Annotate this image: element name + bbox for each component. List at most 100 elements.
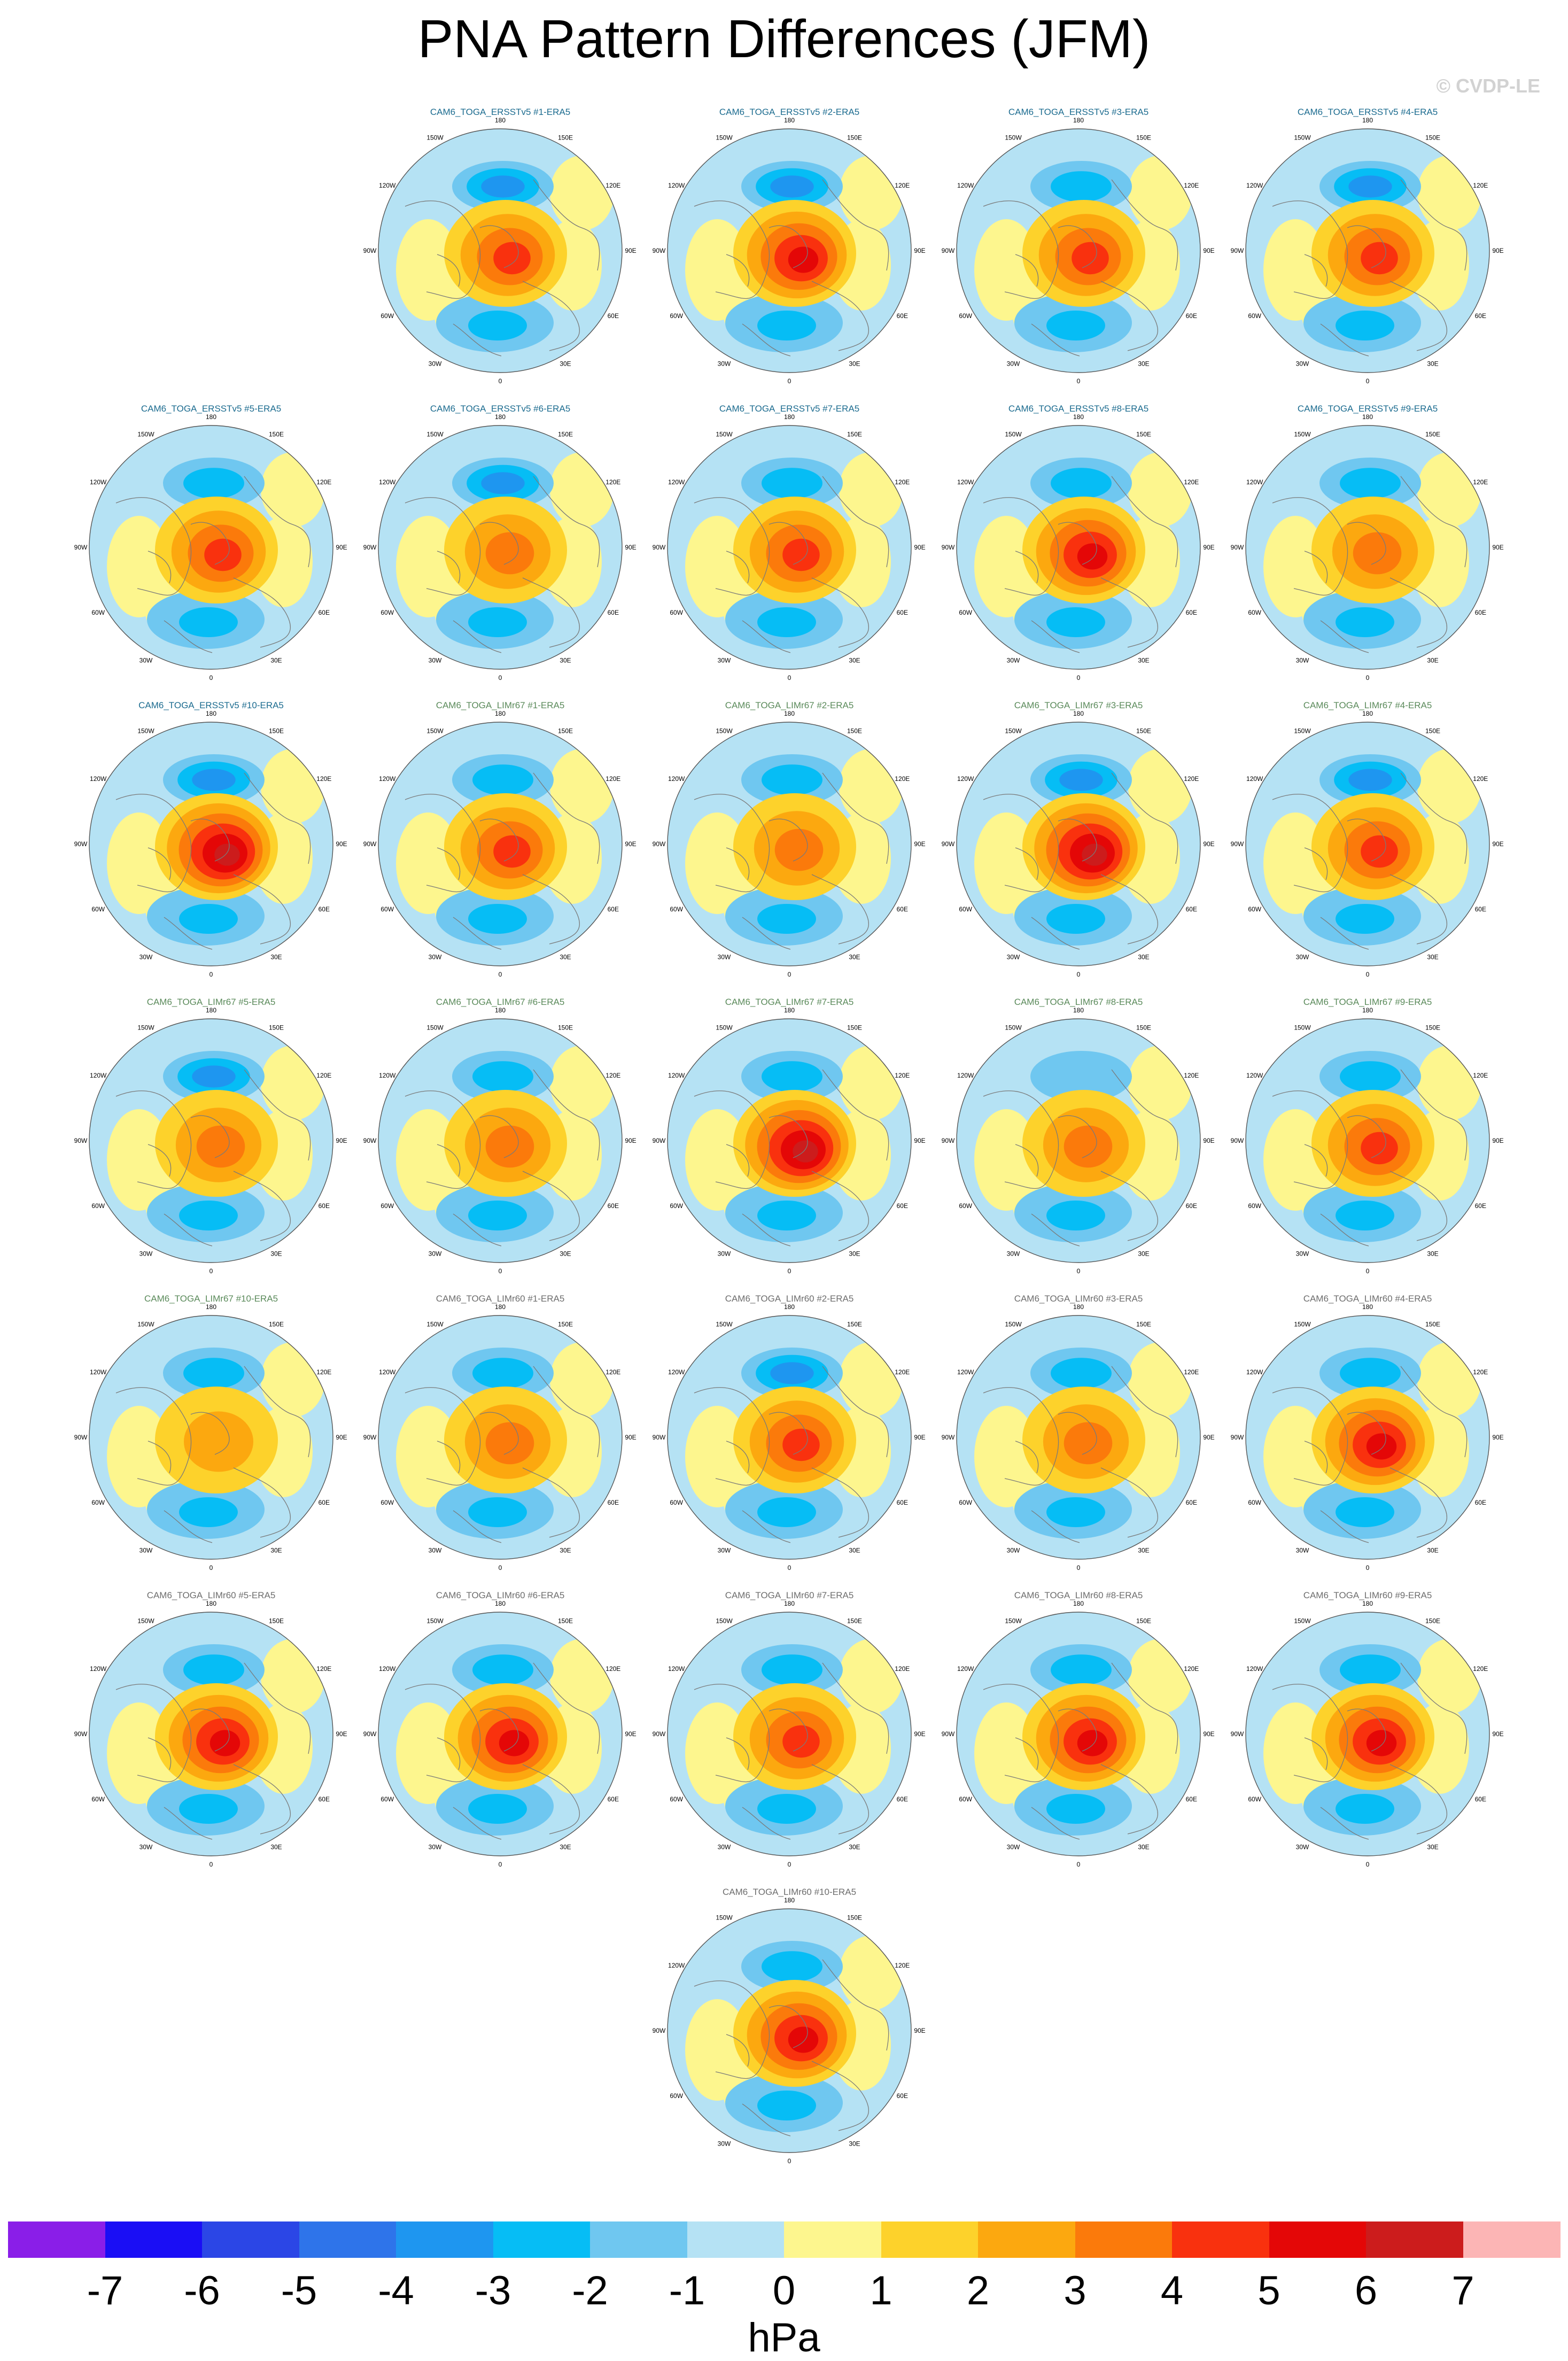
longitude-label: 90W [942,1434,955,1441]
longitude-label: 90W [653,544,666,551]
negative-anomaly-contour [1046,1201,1105,1230]
longitude-label: 30W [139,656,153,664]
polar-map: 180 150E 120E 90E 60E 30E 0 30W 60W 90W 120W 150W [653,413,926,682]
coastline [533,1069,600,1161]
negative-anomaly-contour [468,607,527,637]
coastline [533,179,600,271]
coastline [479,1708,519,1752]
longitude-label: 150W [1005,431,1022,438]
longitude-label: 60W [670,2092,683,2100]
longitude-label: 120W [1246,1368,1263,1376]
longitude-label: 90E [336,544,347,551]
longitude-label: 90W [653,247,666,254]
longitude-label: 30E [1138,1843,1149,1851]
longitude-label: 120E [895,775,910,783]
map-panel: CAM6_TOGA_LIMr60 #10-ERA5 180 150E 120E 90E 6… [653,1887,926,2176]
longitude-label: 90W [363,1434,377,1441]
longitude-label: 90W [363,1730,377,1738]
polar-map: 180 150E 120E 90E 60E 30E 0 30W 60W 90W 120W 150W [653,1007,926,1275]
longitude-label: 150E [269,1321,284,1328]
negative-anomaly-contour [179,607,238,637]
longitude-label: 180 [1362,710,1373,717]
longitude-label: 30W [429,1843,442,1851]
panel-title: CAM6_TOGA_LIMr60 #8-ERA5 [1014,1590,1143,1600]
coastline [811,1764,869,1834]
longitude-label: 120W [957,775,974,783]
weak-positive-region [550,452,614,527]
weak-positive-region [1417,1046,1481,1120]
longitude-label: 30E [849,2140,860,2147]
longitude-label: 30W [429,953,442,961]
negative-anomaly-contour [1046,1794,1105,1824]
longitude-label: 30E [849,1546,860,1554]
longitude-label: 150E [1136,1617,1151,1625]
coastline [1111,179,1178,271]
longitude-label: 120E [895,478,910,486]
longitude-label: 150W [137,1024,154,1032]
negative-anomaly-contour [481,175,525,198]
negative-anomaly-contour [757,1794,816,1824]
weak-positive-region [1128,749,1192,824]
coastline [1015,847,1039,880]
map-boundary [89,1315,333,1560]
colorbar-tick-label: 4 [1160,2268,1184,2313]
positive-anomaly-contour [485,1422,534,1465]
coastline [1320,1807,1369,1840]
coastline [533,1662,600,1754]
longitude-label: 120W [668,1368,685,1376]
panel-title: CAM6_TOGA_LIMr60 #5-ERA5 [146,1590,276,1600]
coastline [533,476,600,568]
longitude-label: 90E [625,1137,636,1144]
coastline [1347,1412,1386,1455]
positive-anomaly-contour [788,2026,819,2053]
coastline [742,620,791,653]
map-panel: CAM6_TOGA_LIMr60 #1-ERA5 180 150E 120E 90E 60… [363,1294,636,1582]
negative-anomaly-contour [770,1362,814,1384]
longitude-label: 60E [319,1499,330,1506]
positive-anomaly-contour [196,1125,245,1168]
coastline [1304,254,1328,287]
longitude-label: 180 [1073,413,1084,421]
coastline [244,1069,311,1161]
longitude-label: 30E [1427,1546,1438,1554]
polar-map: 180 150E 120E 90E 60E 30E 0 30W 60W 90W 120W 150W [74,710,347,978]
longitude-label: 120E [316,1368,331,1376]
coastline [405,1684,481,1783]
longitude-label: 150W [426,1321,444,1328]
map-boundary [378,128,623,373]
page-title: PNA Pattern Differences (JFM) [417,9,1151,69]
coastline [1031,917,1080,950]
longitude-label: 60E [319,1795,330,1803]
longitude-label: 0 [1077,377,1081,385]
coastline [1272,1090,1348,1189]
longitude-label: 120W [668,478,685,486]
positive-anomaly-contour [1353,532,1402,575]
longitude-label: 30W [718,1546,731,1554]
longitude-label: 60E [1475,905,1486,913]
colorbar-swatch [1269,2221,1367,2258]
coastline [726,1441,750,1474]
polar-map: 180 150E 120E 90E 60E 30E 0 30W 60W 90W 120W 150W [1231,1600,1504,1868]
panel-title: CAM6_TOGA_LIMr60 #4-ERA5 [1303,1294,1432,1304]
longitude-label: 0 [1366,1861,1370,1868]
colorbar-swatch [1075,2221,1173,2258]
colorbar-tick-label: -7 [87,2268,123,2313]
longitude-label: 0 [788,971,791,978]
longitude-label: 150W [716,1321,733,1328]
map-boundary [378,1315,623,1560]
longitude-label: 120E [1184,182,1199,189]
longitude-label: 30W [1007,360,1020,367]
weak-positive-region [1417,156,1481,230]
longitude-label: 180 [206,1007,216,1014]
coastline [1304,551,1328,584]
longitude-label: 150E [558,1321,573,1328]
longitude-label: 150W [1005,1617,1022,1625]
coastline [1015,1144,1039,1177]
longitude-label: 150E [1425,1617,1440,1625]
longitude-label: 90W [1231,247,1244,254]
longitude-label: 180 [784,1600,795,1607]
coastline [1272,200,1348,299]
panel-title: CAM6_TOGA_ERSSTv5 #7-ERA5 [719,404,860,414]
negative-anomaly-contour [179,1497,238,1527]
longitude-label: 60W [959,609,972,616]
